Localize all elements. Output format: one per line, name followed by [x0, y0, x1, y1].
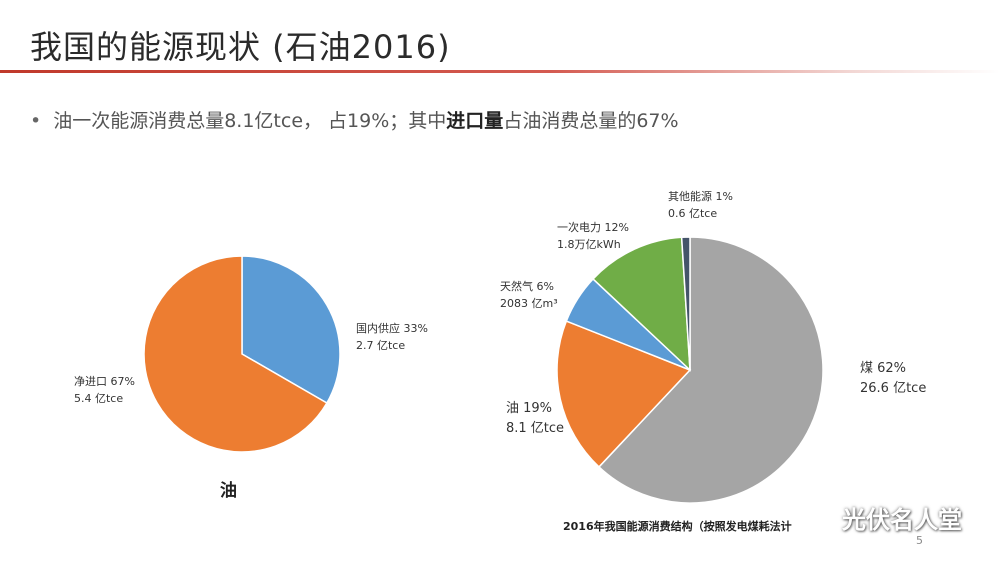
bullet-text-bold: 进口量 [446, 110, 504, 132]
wechat-icon [809, 508, 834, 527]
pie1-slice-1 [143, 255, 328, 453]
pie1-label-0: 国内供应 33% 2.7 亿tce [356, 321, 428, 352]
title-divider [0, 70, 1000, 73]
bullet-dot-icon: • [30, 110, 42, 132]
pie2-label-1: 油 19% 8.1 亿tce [506, 401, 564, 436]
watermark-text: 光伏名人堂 [842, 506, 962, 534]
bullet-text-pre: 油一次能源消费总量8.1亿tce， 占19%；其中 [53, 110, 447, 132]
bullet-point: • 油一次能源消费总量8.1亿tce， 占19%；其中进口量占油消费总量的67% [30, 106, 679, 133]
energy-pie-title: 2016年我国能源消费结构（按照发电煤耗法计 [563, 520, 792, 533]
oil-pie-title: 油 [220, 481, 237, 501]
bullet-text-post: 占油消费总量的67% [503, 110, 679, 132]
pie2-slice-3 [591, 236, 691, 372]
pie2-label-4: 其他能源 1% 0.6 亿tce [668, 189, 733, 220]
slide-title: 我国的能源现状 (石油2016) [30, 28, 451, 66]
pie2-slice-0 [597, 236, 824, 504]
pie2-label-2: 天然气 6% 2083 亿m³ [500, 279, 558, 310]
page-number: 5 [916, 534, 923, 547]
pie2-label-3: 一次电力 12% 1.8万亿kWh [557, 220, 629, 251]
pie2-slice-4 [680, 236, 691, 371]
pie2-label-0: 煤 62% 26.6 亿tce [860, 361, 926, 396]
pie1-label-1: 净进口 67% 5.4 亿tce [74, 374, 135, 405]
pie1-slice-0 [241, 255, 341, 405]
watermark: 光伏名人堂 [808, 500, 962, 535]
